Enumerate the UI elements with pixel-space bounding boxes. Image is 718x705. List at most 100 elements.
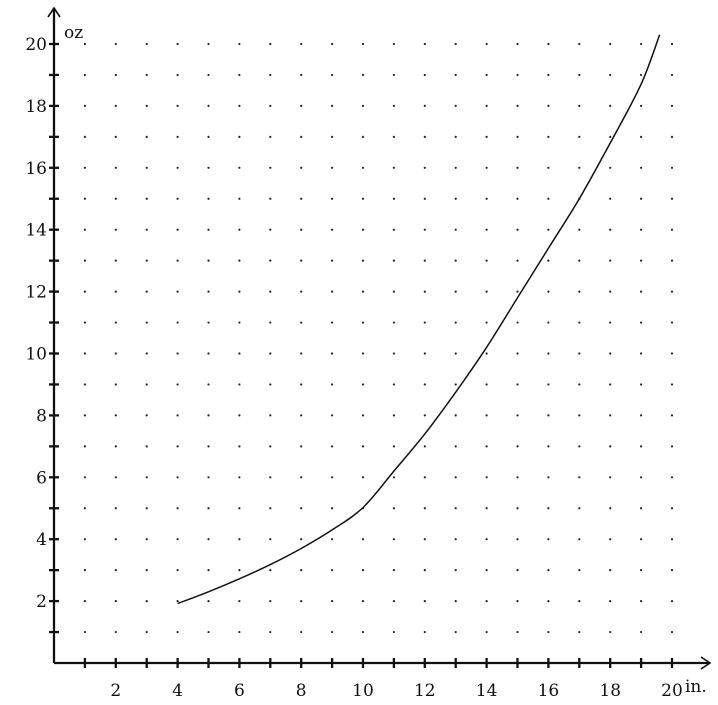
grid-dot (176, 228, 179, 231)
grid-dot (83, 569, 86, 572)
grid-dot (423, 73, 426, 77)
grid-dot (609, 383, 612, 386)
grid-dot (670, 507, 674, 510)
grid-dot (578, 414, 581, 417)
grid-dot (670, 259, 674, 262)
grid-dot (300, 104, 303, 107)
grid-dot (331, 383, 334, 386)
grid-dot (516, 383, 519, 386)
grid-dot (670, 73, 674, 77)
grid-dot (640, 42, 643, 46)
grid-dot (454, 104, 457, 107)
grid-dot (392, 507, 395, 510)
grid-dot (300, 197, 303, 200)
y-tick-label: 16 (25, 159, 47, 179)
grid-dot (670, 569, 674, 572)
grid-dot (547, 383, 550, 386)
grid-dot (547, 630, 550, 634)
grid-dot (485, 383, 488, 386)
grid-dot (83, 383, 86, 386)
grid-dot (114, 414, 117, 417)
grid-dot (83, 73, 86, 77)
grid-dot (207, 445, 210, 448)
grid-dot (578, 569, 581, 572)
grid-dot (238, 42, 241, 46)
grid-dot (609, 352, 612, 355)
grid-dot (361, 259, 365, 262)
grid-dot (331, 321, 334, 324)
grid-dot (640, 135, 643, 138)
grid-dot (670, 600, 674, 603)
grid-dot (516, 445, 519, 448)
grid-dot (145, 383, 148, 386)
grid-dot (114, 600, 117, 603)
grid-dot (670, 414, 674, 417)
grid-dot (609, 135, 612, 138)
y-axis-arrow-icon (47, 6, 61, 18)
grid-dot (114, 476, 117, 479)
grid-dot (423, 352, 426, 355)
grid-dot (640, 321, 643, 324)
grid-dot (516, 166, 519, 169)
grid-dot (609, 445, 612, 448)
grid-dot (83, 290, 86, 293)
grid-dot (454, 630, 457, 634)
grid-dot (516, 476, 519, 479)
grid-dot (300, 507, 303, 510)
grid-dot (269, 538, 272, 541)
grid-dot (423, 630, 426, 634)
grid-dot (516, 290, 519, 293)
x-tick-label: 10 (352, 681, 374, 701)
grid-dot (423, 414, 426, 417)
grid-dot (300, 569, 303, 572)
grid-dot (392, 166, 395, 169)
grid-dot (578, 166, 581, 169)
y-tick-label: 8 (36, 406, 47, 426)
grid-dot (145, 73, 148, 77)
grid-dot (392, 538, 395, 541)
grid-dot (83, 166, 86, 169)
grid-dot (145, 476, 148, 479)
grid-dot (145, 445, 148, 448)
grid-dot (392, 630, 395, 634)
grid-dot (640, 569, 643, 572)
grid-dot (454, 73, 457, 77)
grid-dot (547, 414, 550, 417)
grid-dot (454, 476, 457, 479)
grid-dot (423, 538, 426, 541)
grid-dot (609, 538, 612, 541)
grid-dot (238, 352, 241, 355)
grid-dot (670, 476, 674, 479)
grid-dot (83, 135, 86, 138)
grid-dot (300, 538, 303, 541)
grid-dot (516, 42, 519, 46)
grid-dot (207, 104, 210, 107)
grid-dot (269, 228, 272, 231)
grid-dot (516, 73, 519, 77)
grid-dot (454, 445, 457, 448)
grid-dot (516, 104, 519, 107)
grid-dot (114, 197, 117, 200)
grid-dot (207, 42, 210, 46)
grid-dots (83, 42, 674, 634)
grid-dot (300, 383, 303, 386)
grid-dot (609, 197, 612, 200)
grid-dot (578, 476, 581, 479)
grid-dot (516, 414, 519, 417)
grid-dot (392, 476, 395, 479)
grid-dot (578, 352, 581, 355)
grid-dot (670, 383, 674, 386)
grid-dot (331, 290, 334, 293)
grid-dot (640, 166, 643, 169)
grid-dot (392, 73, 395, 77)
grid-dot (454, 507, 457, 510)
grid-dot (238, 290, 241, 293)
grid-dot (670, 135, 674, 138)
grid-dot (670, 42, 674, 46)
grid-dot (609, 476, 612, 479)
grid-dot (423, 569, 426, 572)
grid-dot (361, 600, 365, 603)
grid-dot (578, 259, 581, 262)
grid-dot (454, 383, 457, 386)
grid-dot (609, 321, 612, 324)
